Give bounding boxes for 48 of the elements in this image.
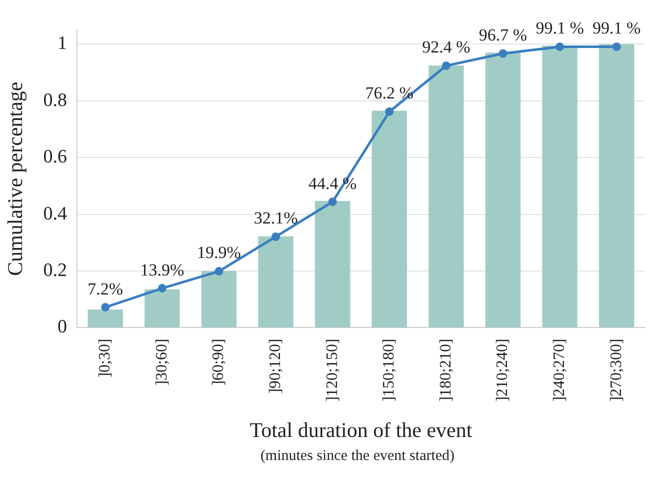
point	[556, 42, 564, 51]
y-tick-label: 0.2	[43, 260, 67, 281]
data-label: 92.4 %	[422, 38, 470, 57]
bar	[88, 310, 123, 328]
x-tick-label: ]270;300]	[608, 338, 625, 402]
data-label: 13.9%	[140, 260, 184, 280]
bar	[314, 200, 350, 328]
bar	[485, 52, 521, 328]
bar	[144, 289, 180, 328]
data-label: 32.1%	[254, 208, 298, 228]
x-tick-label: ]240;270]	[550, 338, 568, 402]
x-tick-label: ]90;120]	[266, 338, 284, 394]
point	[101, 303, 110, 312]
bar	[258, 236, 294, 328]
data-label: 19.9%	[197, 243, 241, 262]
point	[158, 284, 166, 293]
data-label: 99.1 %	[536, 18, 584, 38]
data-label: 96.7 %	[478, 26, 528, 44]
data-label: 7.2%	[88, 279, 124, 298]
point	[498, 49, 508, 58]
x-axis-title: Total duration of the event	[250, 418, 472, 442]
x-tick-label: ]180;210]	[437, 338, 454, 402]
y-tick-label: 0.6	[43, 146, 67, 168]
data-label: 44.4 %	[308, 174, 357, 193]
point	[328, 198, 337, 206]
y-tick-label: 1	[57, 33, 67, 54]
bar	[372, 110, 407, 328]
point	[214, 267, 224, 276]
x-tick-label: ]0;30]	[96, 338, 114, 378]
point	[272, 232, 280, 241]
point	[442, 61, 450, 70]
x-tick-label: ]30;60]	[153, 338, 170, 386]
x-tick-label: ]210;240]	[494, 338, 512, 402]
y-tick-label: 0.8	[43, 90, 67, 111]
x-tick-label: ]120;150]	[324, 338, 341, 402]
bar	[201, 270, 237, 328]
bar	[542, 46, 578, 328]
y-axis-title: Cumulative percentage	[3, 82, 28, 276]
bar	[428, 65, 464, 328]
y-tick-label: 0	[57, 316, 67, 338]
data-label: 99.1 %	[592, 18, 641, 38]
x-tick-label: ]150;180]	[380, 338, 398, 402]
text: (minutes since the event started)	[259, 448, 456, 465]
x-tick-label: ]60;90]	[210, 338, 228, 386]
point	[385, 107, 394, 116]
bar	[598, 44, 634, 328]
point	[612, 42, 621, 51]
y-tick-label: 0.4	[43, 203, 68, 224]
